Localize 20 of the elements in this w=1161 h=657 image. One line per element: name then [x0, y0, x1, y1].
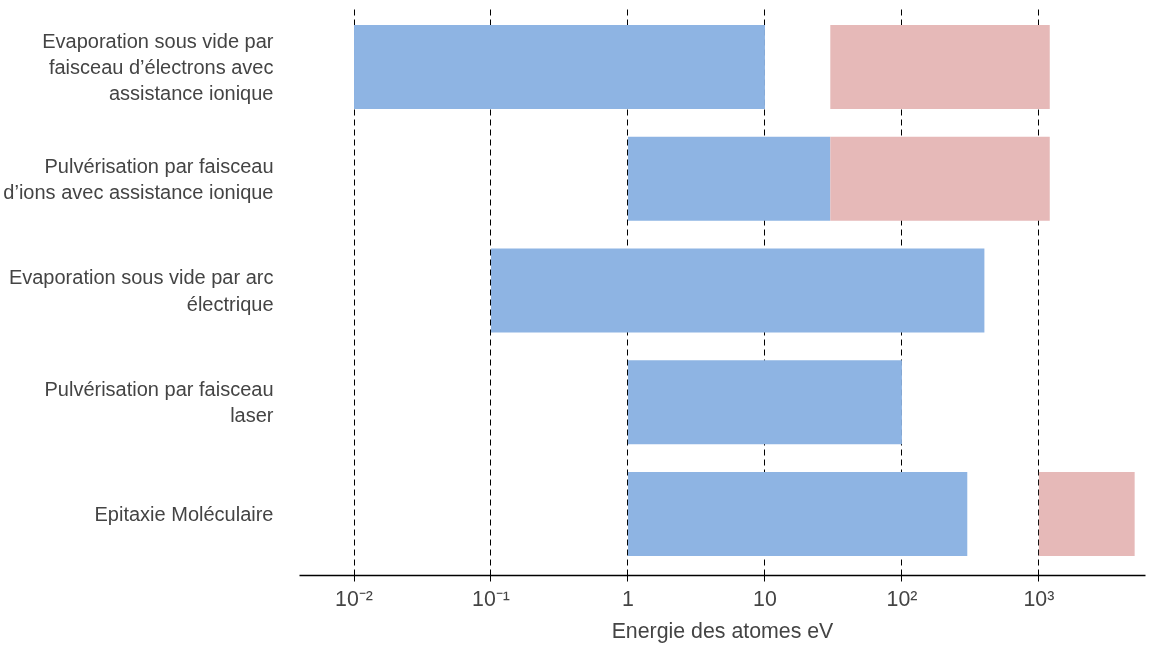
x-axis-title: Energie des atomes eV	[611, 618, 835, 643]
y-tick-label: Evaporation sous vide par arc électrique	[8, 266, 274, 315]
y-tick-label: Epitaxie Moléculaire	[94, 503, 274, 526]
x-tick-label: 10⁻¹	[472, 586, 510, 611]
bar	[490, 248, 985, 333]
x-tick-label: 10³	[1023, 586, 1055, 611]
y-tick-label: Evaporation sous vide par faisceau d’électrons avec assistance ionique	[42, 29, 274, 105]
x-tick-label: 10	[753, 586, 777, 611]
y-tick-label: Pulvérisation par faisceau laser	[44, 378, 274, 427]
bar	[627, 136, 831, 221]
y-tick-label: Pulvérisation par faisceau d’ions avec assistance ionique	[3, 154, 274, 203]
x-tick-label: 10⁻²	[335, 586, 373, 611]
bar	[830, 136, 1050, 221]
bar	[354, 25, 765, 109]
x-tick-label: 10²	[886, 586, 918, 611]
bar	[1038, 472, 1135, 556]
bar	[627, 360, 902, 445]
x-tick-label: 1	[622, 586, 634, 611]
bar	[830, 25, 1050, 109]
bar	[627, 472, 968, 556]
